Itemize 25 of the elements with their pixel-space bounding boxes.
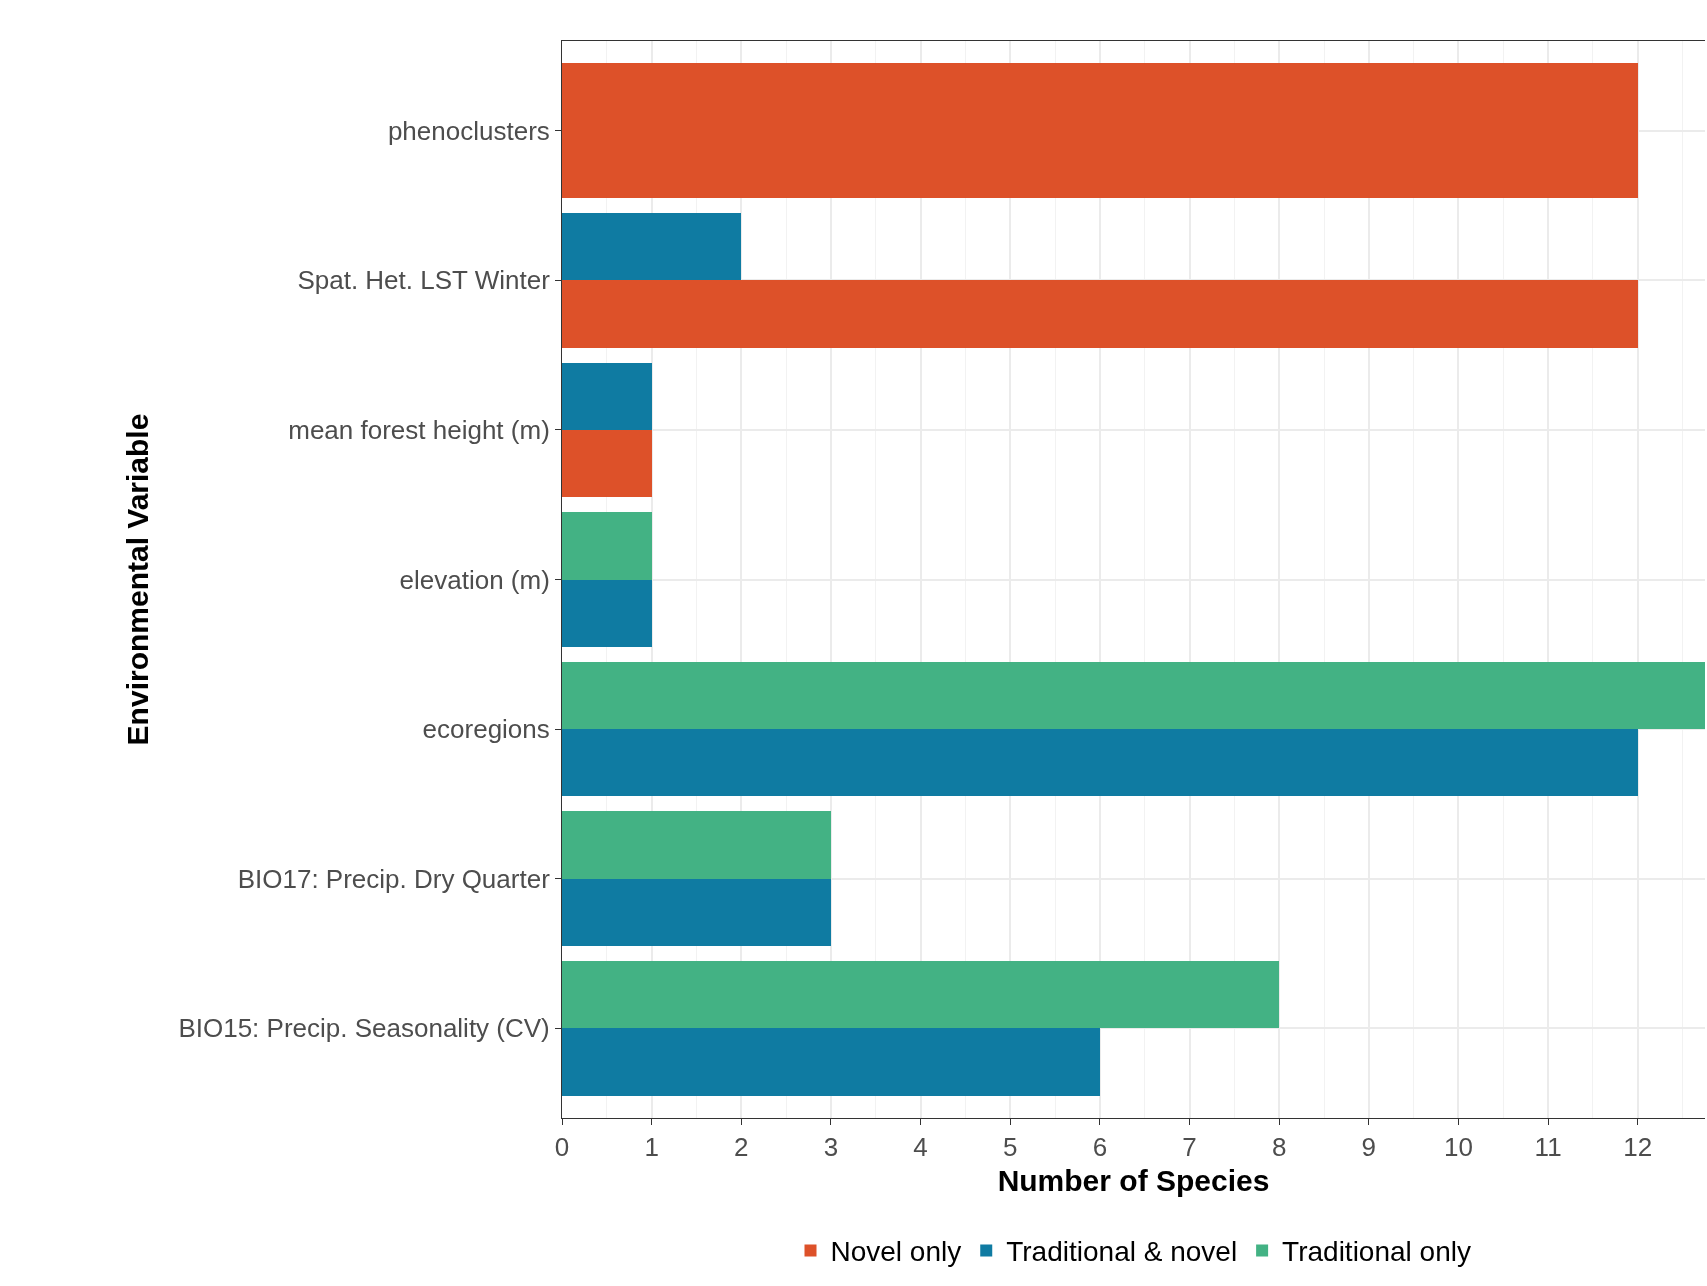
x-tick-label: 6 [1092, 1132, 1108, 1163]
x-tick-label: 8 [1271, 1132, 1287, 1163]
x-tick-label: 2 [734, 1132, 749, 1163]
y-tick-label: mean forest height (m) [288, 415, 550, 446]
legend-label: Traditional & novel [1006, 1236, 1238, 1268]
x-tick-label: 4 [913, 1132, 928, 1163]
y-tick-label: BIO17: Precip. Dry Quarter [237, 863, 551, 894]
x-tick-label: 11 [1534, 1132, 1562, 1163]
x-tick-label: 1 [644, 1132, 659, 1163]
y-tick-label: ecoregions [422, 714, 550, 745]
x-tick-label: 10 [1444, 1132, 1473, 1163]
x-tick-label: 0 [554, 1132, 570, 1163]
legend-label: Novel only [830, 1236, 962, 1268]
x-axis-title: Number of Species [997, 1163, 1270, 1197]
legend-label: Traditional only [1282, 1236, 1471, 1268]
y-tick-label: Spat. Het. LST Winter [297, 265, 551, 296]
y-axis-title: Environmental Variable [121, 413, 155, 746]
x-tick-label: 7 [1182, 1132, 1197, 1163]
y-tick-label: phenoclusters [387, 115, 550, 146]
y-tick-label: elevation (m) [399, 564, 550, 595]
x-tick-label: 3 [823, 1132, 839, 1163]
x-tick-label: 9 [1361, 1132, 1377, 1163]
x-tick-label: 5 [1003, 1132, 1018, 1163]
x-tick-label: 12 [1623, 1132, 1653, 1163]
y-tick-label: BIO15: Precip. Seasonality (CV) [178, 1013, 550, 1044]
